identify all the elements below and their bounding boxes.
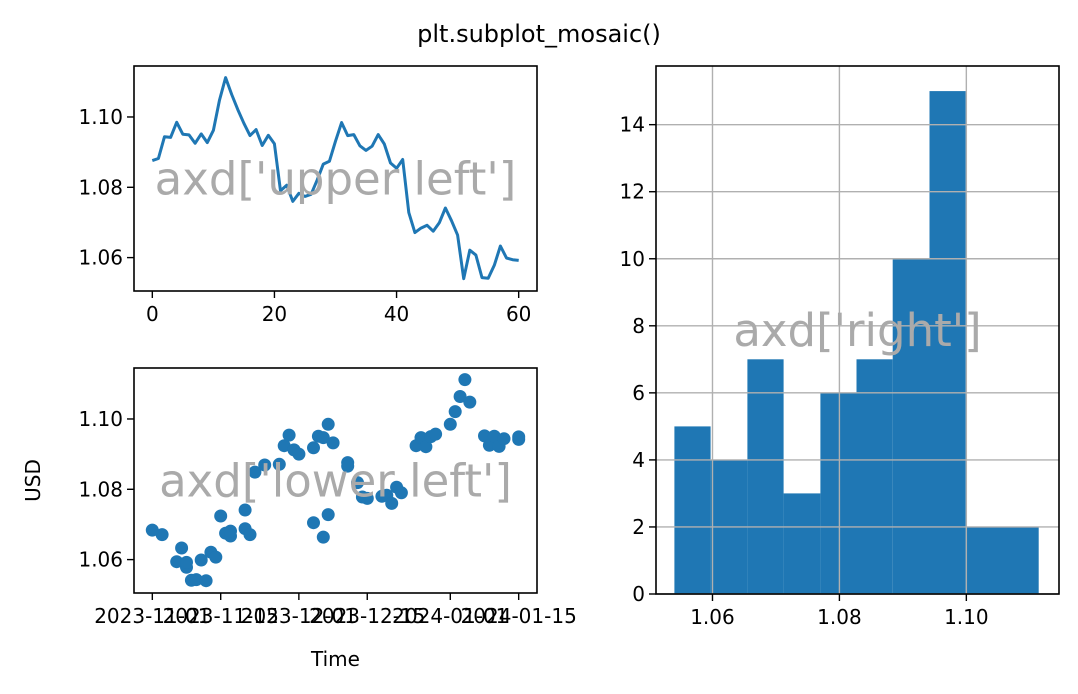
axes-frame — [133, 65, 538, 292]
data-point — [497, 432, 511, 446]
histogram-bar — [929, 91, 966, 594]
axes-lower-left: 1.061.081.102023-11-012023-11-152023-12-… — [21, 367, 577, 671]
x-tick-label: 2024-01-01 — [392, 604, 508, 628]
x-tick-label: 2024-01-15 — [461, 604, 577, 628]
y-tick-label: 2 — [632, 515, 645, 539]
x-tick-label: 2023-12-01 — [241, 604, 357, 628]
axes-right: 0 2 4 6 8 10 12 14 1.06 1.08 1.10 axd['right'] — [620, 65, 1060, 629]
data-point — [145, 523, 159, 537]
panel-annotation: axd['upper left'] — [155, 153, 517, 206]
y-tick-label: 1.06 — [78, 246, 123, 270]
histogram-bar — [1002, 527, 1039, 594]
data-point — [453, 390, 467, 403]
x-tick-label: 2023-11-15 — [163, 604, 279, 628]
data-point — [272, 457, 286, 471]
x-tick-label: 40 — [384, 302, 409, 326]
histogram-bar — [820, 392, 857, 594]
data-point — [209, 550, 223, 564]
y-tick-label: 1.10 — [78, 105, 123, 129]
data-point — [419, 440, 433, 454]
data-point — [199, 574, 213, 588]
axes-upper-left: 1.06 1.08 1.10 0 20 40 60 axd['upper left'] — [78, 65, 538, 326]
x-tick-label: 1.06 — [690, 605, 735, 629]
y-tick-label: 12 — [620, 180, 645, 204]
x-tick-label: 60 — [506, 302, 531, 326]
axes-frame — [655, 65, 1060, 595]
y-tick-label: 10 — [620, 247, 645, 271]
data-point — [448, 405, 462, 419]
data-point — [360, 491, 374, 505]
data-point — [155, 528, 169, 542]
y-tick-label: 6 — [632, 381, 645, 405]
data-point — [385, 496, 399, 510]
y-tick-label: 1.10 — [78, 407, 123, 431]
histogram-bar — [783, 493, 821, 594]
y-tick-label: 1.08 — [78, 477, 123, 501]
data-point — [224, 524, 237, 538]
data-point — [248, 465, 262, 479]
y-tick-label: 14 — [620, 113, 645, 137]
data-point — [238, 503, 252, 517]
data-point — [170, 555, 184, 569]
data-point — [277, 439, 291, 453]
y-tick-label: 1.06 — [78, 548, 123, 572]
data-point — [316, 530, 330, 544]
data-point — [194, 553, 208, 567]
data-point — [175, 541, 189, 555]
x-tick-label: 2023-11-01 — [94, 604, 210, 628]
data-point — [394, 486, 408, 500]
data-point — [214, 509, 228, 523]
panel-annotation: axd['right'] — [733, 304, 981, 357]
data-point — [180, 555, 193, 569]
x-tick-label: 1.10 — [944, 605, 989, 629]
x-tick-label: 1.08 — [817, 605, 862, 629]
data-point — [321, 508, 335, 522]
histogram-bar — [856, 359, 893, 594]
data-point — [512, 430, 526, 444]
data-point — [443, 417, 457, 431]
y-tick-label: 0 — [632, 582, 645, 606]
data-point — [307, 441, 320, 455]
data-point — [243, 528, 257, 542]
figure-title: plt.subplot_mosaic() — [417, 20, 661, 48]
data-point — [326, 436, 340, 450]
data-point — [189, 573, 203, 587]
data-point — [258, 458, 272, 472]
axes-frame — [133, 367, 538, 594]
data-point — [321, 417, 335, 431]
data-point — [307, 516, 320, 530]
data-point — [463, 395, 477, 409]
panel-annotation: axd['lower left'] — [159, 455, 512, 508]
data-point — [458, 373, 472, 387]
data-point — [292, 447, 306, 461]
y-tick-label: 1.08 — [78, 175, 123, 199]
series-line — [151, 76, 519, 281]
data-point — [282, 428, 296, 442]
x-tick-label: 20 — [262, 302, 287, 326]
y-tick-label: 4 — [632, 448, 645, 472]
histogram-bar — [965, 527, 1003, 594]
y-axis-label: USD — [21, 459, 45, 502]
data-point — [341, 459, 355, 473]
x-axis-label: Time — [310, 647, 360, 671]
histogram-bar — [674, 426, 711, 594]
histogram-bar — [892, 258, 930, 594]
histogram-bar — [747, 359, 784, 594]
y-tick-label: 8 — [632, 314, 645, 338]
x-tick-label: 0 — [146, 302, 159, 326]
data-point — [351, 476, 364, 490]
data-point — [429, 427, 443, 441]
data-point — [316, 431, 330, 445]
x-tick-label: 2023-12-15 — [309, 604, 425, 628]
